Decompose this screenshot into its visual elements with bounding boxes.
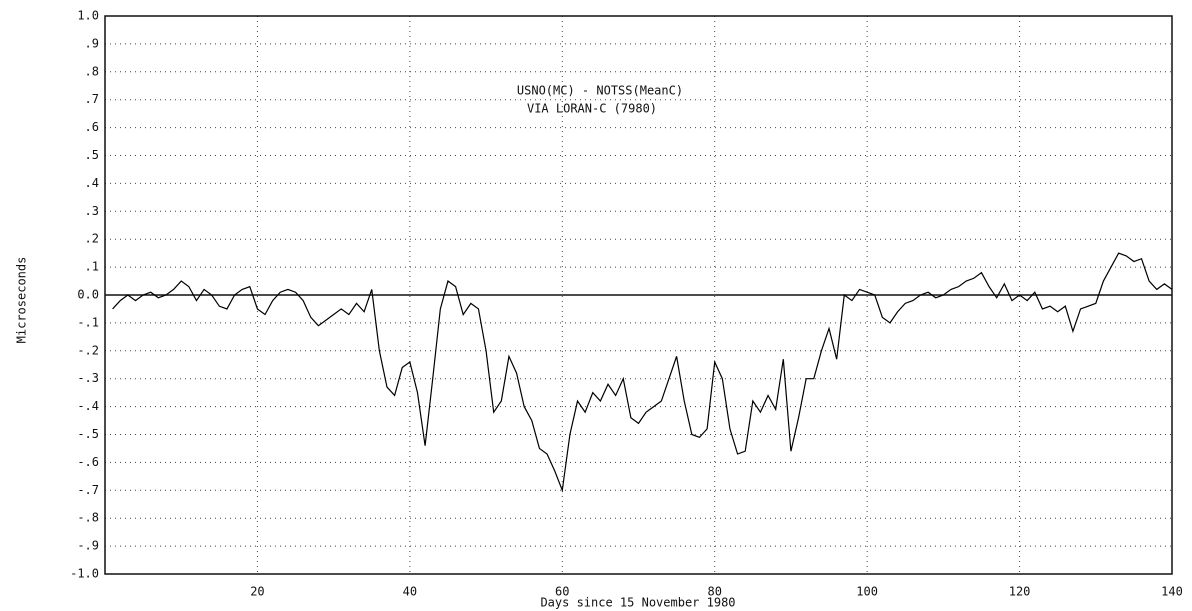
y-tick-label: -.2 (77, 343, 99, 357)
y-tick-label: -.7 (77, 483, 99, 497)
y-tick-label: .3 (85, 204, 99, 218)
y-tick-label: -.9 (77, 539, 99, 553)
y-tick-label: -.6 (77, 455, 99, 469)
x-tick-label: 80 (707, 585, 721, 599)
x-tick-label: 140 (1161, 585, 1183, 599)
y-tick-label: -.3 (77, 371, 99, 385)
x-tick-label: 40 (403, 585, 417, 599)
y-tick-label: 0.0 (77, 288, 99, 302)
y-tick-label: .6 (85, 120, 99, 134)
y-tick-label: .8 (85, 64, 99, 78)
x-axis-label: Days since 15 November 1980 (540, 596, 735, 610)
y-tick-label: -.1 (77, 315, 99, 329)
y-tick-label: .4 (85, 176, 99, 190)
x-tick-label: 20 (250, 585, 264, 599)
x-tick-label: 100 (856, 585, 878, 599)
y-tick-label: .9 (85, 36, 99, 50)
y-tick-label: -.8 (77, 511, 99, 525)
data-line (112, 252, 1173, 493)
y-axis-label: Microseconds (15, 257, 29, 344)
y-tick-label: -.4 (77, 399, 99, 413)
y-tick-label: -.5 (77, 427, 99, 441)
annotation: VIA LORAN-C (7980) (527, 102, 657, 116)
annotation: USNO(MC) - NOTSS(MeanC) (517, 84, 683, 98)
y-tick-label: .5 (85, 148, 99, 162)
x-tick-label: 60 (555, 585, 569, 599)
y-tick-label: -1.0 (70, 567, 99, 581)
y-tick-label: .7 (85, 92, 99, 106)
x-tick-label: 120 (1009, 585, 1031, 599)
y-tick-label: .2 (85, 232, 99, 246)
y-tick-label: .1 (85, 260, 99, 274)
y-tick-label: 1.0 (77, 9, 99, 23)
